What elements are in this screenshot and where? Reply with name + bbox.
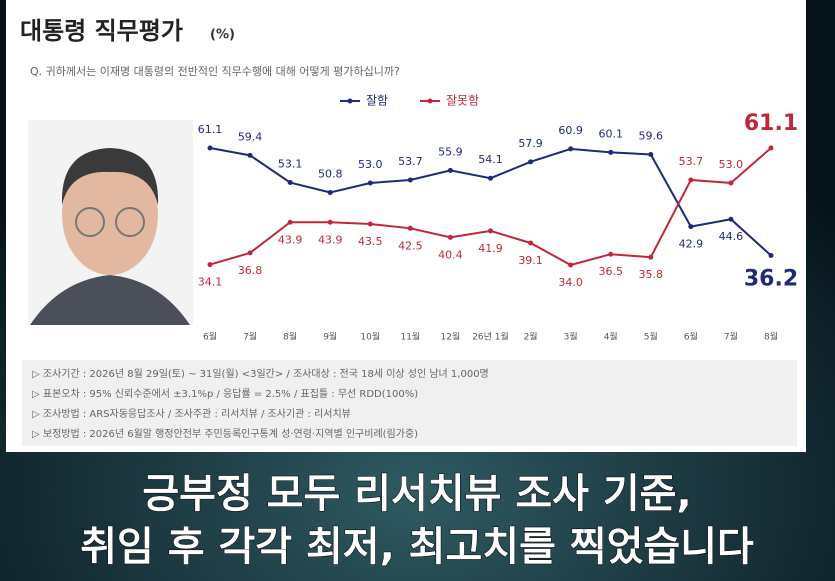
unit: (%) [210, 28, 235, 43]
x-tick-label: 9월 [323, 331, 337, 343]
x-tick-label: 11월 [400, 331, 420, 343]
legend-label: 잘함 [366, 94, 388, 108]
data-label: 43.9 [318, 233, 343, 246]
legend-marker [347, 98, 353, 104]
data-label: 42.5 [398, 239, 423, 252]
data-label: 53.0 [719, 158, 744, 171]
subtitle: Q. 귀하께서는 이재명 대통령의 전반적인 직무수행에 대해 어떻게 평가하십… [30, 64, 400, 78]
x-tick-label: 12월 [441, 331, 461, 343]
point [728, 180, 734, 186]
point [327, 219, 333, 225]
x-tick-label: 2월 [524, 331, 538, 343]
legend-marker [427, 98, 433, 104]
data-label: 50.8 [318, 167, 343, 180]
point [728, 216, 734, 222]
x-tick-label: 8월 [283, 331, 297, 343]
data-label: 53.0 [358, 158, 383, 171]
data-label: 36.8 [238, 264, 263, 277]
data-label: 57.9 [518, 137, 543, 150]
point [648, 254, 654, 260]
data-label: 36.5 [598, 265, 623, 278]
data-label: 59.4 [238, 130, 263, 143]
data-label: 34.1 [198, 276, 223, 289]
data-label: 41.9 [478, 242, 503, 255]
point [327, 189, 333, 195]
data-label: 59.6 [639, 129, 664, 142]
point [688, 177, 694, 183]
legend-label: 잘못함 [446, 94, 479, 108]
x-tick-label: 10월 [360, 331, 380, 343]
point [287, 180, 293, 186]
point [488, 175, 493, 181]
point [768, 253, 774, 259]
data-label: 55.9 [438, 145, 463, 158]
point [608, 251, 614, 257]
data-label: 43.5 [358, 235, 383, 248]
data-label: 44.6 [719, 230, 744, 243]
point [488, 228, 493, 234]
x-tick-label: 5월 [644, 331, 658, 343]
data-label: 36.2 [744, 267, 798, 292]
x-tick-label: 7월 [724, 331, 738, 343]
title: 대통령 직무평가 [20, 17, 183, 45]
point [207, 145, 213, 151]
data-label: 40.4 [438, 248, 463, 261]
data-label: 61.1 [744, 111, 798, 136]
point [528, 240, 534, 246]
notes-box [22, 360, 797, 446]
data-label: 60.9 [558, 124, 583, 137]
data-label: 39.1 [518, 254, 543, 267]
x-tick-label: 8월 [764, 331, 778, 343]
data-label: 61.1 [198, 123, 223, 136]
data-label: 35.8 [639, 268, 664, 281]
point [407, 177, 413, 183]
point [608, 149, 614, 155]
point [568, 262, 574, 268]
point [447, 234, 453, 240]
point [768, 145, 774, 151]
note: ▷ 조사방법 : ARS자동응답조사 / 조사주관 : 리서치뷰 / 조사기관 … [32, 408, 351, 420]
data-label: 60.1 [598, 127, 623, 140]
caption: 긍부정 모두 리서치뷰 조사 기준, [142, 471, 691, 517]
point [648, 151, 654, 157]
note: ▷ 조사기간 : 2026년 8월 29일(토) ~ 31일(월) <3일간> … [32, 368, 489, 380]
point [367, 180, 373, 186]
point [287, 219, 293, 225]
point [528, 159, 534, 165]
x-tick-label: 6월 [203, 331, 217, 343]
x-tick-label: 6월 [684, 331, 698, 343]
point [247, 152, 253, 158]
photo [28, 120, 193, 325]
x-tick-label: 3월 [564, 331, 578, 343]
data-label: 53.1 [278, 158, 303, 171]
point [688, 224, 694, 230]
data-label: 34.0 [558, 276, 583, 289]
data-label: 42.9 [679, 238, 704, 251]
caption: 취임 후 각각 최저, 최고치를 찍었습니다 [80, 524, 754, 570]
point [447, 167, 453, 173]
point [407, 225, 413, 231]
point [367, 221, 373, 227]
x-tick-label: 7월 [243, 331, 257, 343]
note: ▷ 보정방법 : 2026년 6월말 행정안전부 주민등록인구통계 성·연령·지… [32, 428, 418, 440]
data-label: 53.7 [398, 155, 423, 168]
x-tick-label: 4월 [604, 331, 618, 343]
point [247, 250, 253, 256]
data-label: 43.9 [278, 233, 303, 246]
note: ▷ 표본오차 : 95% 신뢰수준에서 ±3.1%p / 응답률 = 2.5% … [32, 388, 418, 400]
data-label: 54.1 [478, 153, 503, 166]
x-tick-label: 26년 1월 [472, 331, 509, 343]
point [568, 146, 574, 152]
point [207, 262, 213, 268]
data-label: 53.7 [679, 155, 704, 168]
